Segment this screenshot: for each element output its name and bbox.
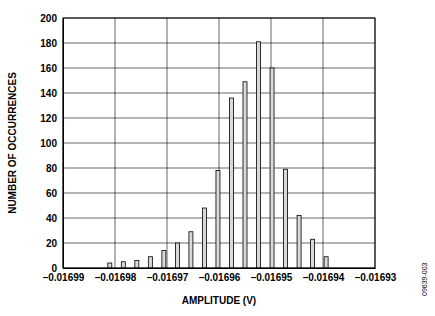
y-tick-label: 140 — [40, 88, 57, 99]
grid-line — [63, 118, 375, 119]
bars — [108, 42, 328, 268]
y-tick-label: 160 — [40, 63, 57, 74]
bar — [216, 171, 220, 269]
bar — [324, 257, 328, 268]
y-tick-label: 20 — [46, 238, 58, 249]
y-tick: 120 — [40, 113, 63, 124]
bar — [121, 262, 125, 268]
y-tick-label: 100 — [40, 138, 57, 149]
x-tick-label: –0.01698 — [95, 272, 137, 283]
bar — [175, 243, 179, 268]
y-tick-label: 60 — [46, 188, 58, 199]
bar — [135, 261, 139, 269]
bar — [284, 169, 288, 268]
bar — [108, 263, 112, 268]
y-tick-label: 120 — [40, 113, 57, 124]
y-tick-label: 200 — [40, 13, 57, 24]
figure-id: 09639-003 — [421, 262, 428, 296]
grid-line — [63, 143, 375, 144]
y-tick-label: 180 — [40, 38, 57, 49]
y-tick: 40 — [46, 213, 63, 224]
bar — [189, 232, 193, 268]
y-tick: 80 — [46, 163, 63, 174]
bar — [229, 98, 233, 268]
y-tick: 140 — [40, 88, 63, 99]
grid-line — [63, 68, 375, 69]
y-tick: 100 — [40, 138, 63, 149]
bar — [243, 82, 247, 268]
x-tick: –0.01693 — [355, 268, 397, 283]
y-tick: 60 — [46, 188, 63, 199]
y-tick-label: 80 — [46, 163, 58, 174]
grid-line — [63, 93, 375, 94]
y-tick: 160 — [40, 63, 63, 74]
x-tick: –0.01696 — [199, 268, 241, 283]
y-axis: 0 20 40 60 80 100 120 140 160 180 200 — [40, 13, 63, 274]
y-tick: 180 — [40, 38, 63, 49]
x-tick-label: –0.01697 — [147, 272, 189, 283]
x-tick-label: –0.01695 — [251, 272, 293, 283]
x-tick: –0.01694 — [303, 268, 345, 283]
x-tick: –0.01697 — [147, 268, 189, 283]
x-tick: –0.01695 — [251, 268, 293, 283]
bar — [257, 42, 261, 268]
plot-frame — [63, 18, 375, 268]
x-tick: –0.01699 — [43, 268, 85, 283]
x-tick-label: –0.01693 — [355, 272, 397, 283]
y-tick-label: 0 — [51, 263, 57, 274]
x-axis: –0.01699 –0.01698 –0.01697 –0.01696 –0.01695… — [43, 268, 397, 283]
grid-line — [63, 43, 375, 44]
x-tick-label: –0.01694 — [303, 272, 345, 283]
x-axis-title: AMPLITUDE (V) — [182, 295, 256, 306]
grid — [63, 18, 375, 268]
grid-line — [63, 168, 375, 169]
bar — [270, 68, 274, 268]
chart: –0.01699 –0.01698 –0.01697 –0.01696 –0.01695… — [0, 0, 435, 316]
x-tick-label: –0.01696 — [199, 272, 241, 283]
bar — [162, 251, 166, 269]
bar — [297, 216, 301, 269]
bar — [311, 239, 315, 268]
x-tick-label: –0.01699 — [43, 272, 85, 283]
y-tick: 0 — [51, 263, 63, 274]
y-tick: 20 — [46, 238, 63, 249]
y-tick-label: 40 — [46, 213, 58, 224]
y-axis-title: NUMBER OF OCCURRENCES — [7, 72, 18, 214]
bar — [148, 257, 152, 268]
x-tick: –0.01698 — [95, 268, 137, 283]
y-tick: 200 — [40, 13, 63, 24]
bar — [202, 208, 206, 268]
